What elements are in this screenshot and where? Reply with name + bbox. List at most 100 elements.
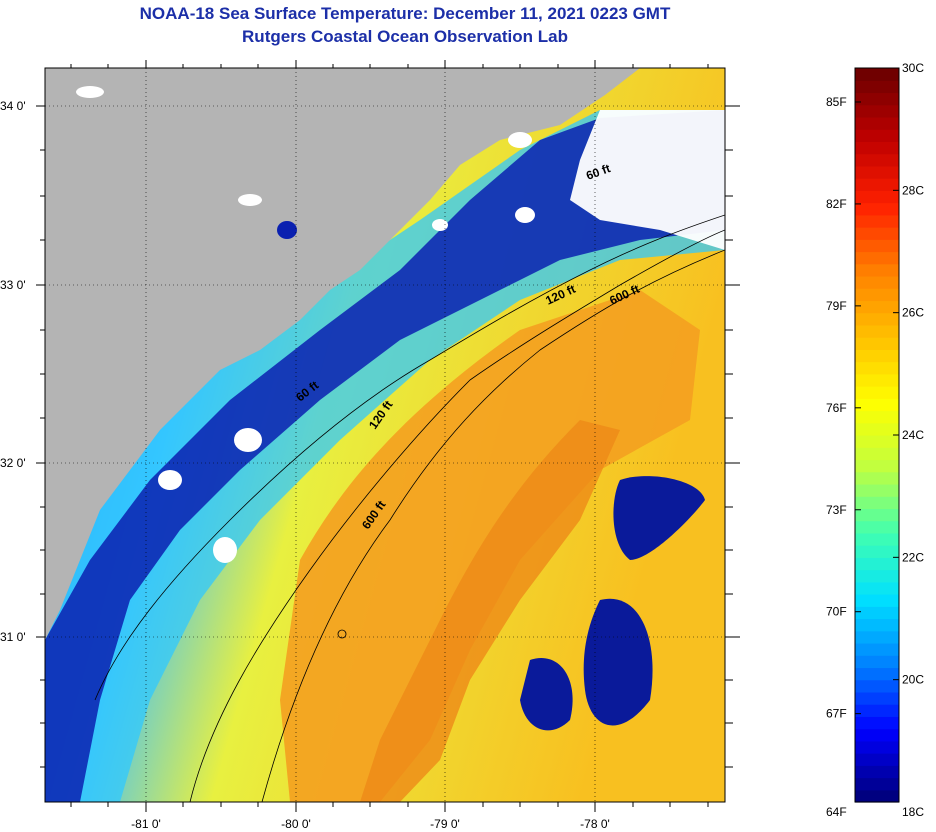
colorbar-swatch [855, 496, 899, 509]
lon-label-78: -78 0' [580, 817, 610, 831]
cloud-patch [234, 428, 262, 452]
colorbar-celsius-label: 30C [902, 61, 924, 75]
cloud-patch [432, 219, 448, 231]
colorbar-swatch [855, 545, 899, 558]
colorbar-swatch [855, 459, 899, 473]
colorbar-swatch [855, 214, 899, 228]
colorbar-swatch [855, 557, 899, 571]
colorbar-swatch [855, 471, 899, 485]
colorbar-swatch [855, 68, 899, 81]
colorbar-fahrenheit-label: 67F [826, 707, 847, 721]
cool-shelf-water [45, 110, 725, 802]
colorbar-swatch [855, 594, 899, 607]
colorbar-swatch [855, 777, 899, 791]
colorbar-celsius-label: 22C [902, 550, 924, 564]
colorbar-swatch [855, 141, 899, 155]
colorbar-fahrenheit-labels: 85F 82F 79F 76F 73F 70F 67F 64F [826, 95, 847, 819]
isobath-seamount [337, 629, 347, 639]
colorbar-swatch [855, 275, 899, 289]
colorbar-swatch [855, 312, 899, 326]
cloud-patch [76, 86, 104, 98]
colorbar-swatch [855, 716, 899, 730]
colorbar-swatch [855, 569, 899, 583]
lat-label-32: 32 0' [0, 456, 26, 470]
colorbar-swatch [855, 691, 899, 705]
cloud-patch [213, 537, 237, 563]
cloud-patch [508, 132, 532, 148]
colorbar-swatch [855, 361, 899, 375]
colorbar-swatch [855, 92, 899, 106]
colorbar-swatch [855, 373, 899, 387]
map-frame [44, 67, 726, 803]
colorbar-swatch [855, 129, 899, 142]
colorbar-swatch [855, 753, 899, 766]
colorbar-swatch [855, 324, 899, 338]
colorbar-swatch [855, 165, 899, 179]
colorbar-swatch [855, 410, 899, 424]
colorbar-swatch [855, 667, 899, 681]
colorbar-fahrenheit-label: 79F [826, 299, 847, 313]
colorbar-fahrenheit-label: 76F [826, 401, 847, 415]
colorbar-swatch [855, 263, 899, 277]
colorbar-swatch [855, 740, 899, 754]
colorbar-swatch [855, 337, 899, 350]
colorbar-swatch [855, 80, 899, 94]
warmest-water [360, 420, 620, 802]
colorbar-celsius-label: 24C [902, 428, 924, 442]
colorbar-swatch [855, 655, 899, 669]
colorbar-swatch [855, 435, 899, 448]
colorbar-swatch [855, 116, 899, 130]
cloud-patch [158, 470, 182, 490]
lon-label-81: -81 0' [131, 817, 161, 831]
colorbar-fahrenheit-label: 64F [826, 805, 847, 819]
colorbar-celsius-label: 18C [902, 805, 924, 819]
cloud-patch [238, 194, 262, 206]
colorbar-swatch [855, 202, 899, 216]
colorbar-swatch [855, 227, 899, 240]
axis-ticks [36, 60, 740, 812]
map-subtitle: Rutgers Coastal Ocean Observation Lab [242, 27, 568, 46]
lake [277, 221, 297, 239]
offshore-cold-patch [520, 658, 573, 731]
colorbar-swatch [855, 520, 899, 534]
graticule [45, 68, 725, 802]
lat-label-33: 33 0' [0, 278, 26, 292]
colorbar-celsius-label: 28C [902, 183, 924, 197]
colorbar-celsius-label: 20C [902, 673, 924, 687]
colorbar-celsius-labels: 30C 28C 26C 24C 22C 20C 18C [902, 61, 924, 819]
colorbar-swatch [855, 642, 899, 656]
isobath-600ft [261, 249, 725, 802]
colorbar-swatch [855, 422, 899, 436]
colorbar-swatch [855, 178, 899, 191]
map-title: NOAA-18 Sea Surface Temperature: Decembe… [139, 4, 671, 23]
colorbar-swatch [855, 765, 899, 779]
cloud-patch [515, 207, 535, 223]
colorbar-swatch [855, 618, 899, 632]
cloud-cover [570, 110, 725, 250]
colorbar-swatch [855, 532, 899, 546]
colorbar-swatch [855, 288, 899, 302]
colorbar-swatch [855, 508, 899, 522]
colorbar-fahrenheit-label: 82F [826, 197, 847, 211]
offshore-cold-patch [583, 598, 653, 726]
isobath-60ft [94, 214, 725, 701]
colorbar-swatch [855, 300, 899, 314]
colorbar-fahrenheit-label: 70F [826, 605, 847, 619]
land-mass [45, 68, 640, 640]
colorbar-swatch [855, 630, 899, 644]
colorbar-swatch [855, 447, 899, 461]
colorbar-swatch [855, 251, 899, 265]
colorbar-swatch [855, 581, 899, 595]
colorbar-celsius-label: 26C [902, 306, 924, 320]
colorbar-fahrenheit-label: 73F [826, 503, 847, 517]
lat-label-31: 31 0' [0, 630, 26, 644]
colorbar-swatches [855, 68, 899, 803]
colorbar-swatch [855, 483, 899, 497]
colorbar-swatch [855, 679, 899, 693]
colorbar-swatch [855, 704, 899, 717]
lat-label-34: 34 0' [0, 99, 26, 113]
colorbar-swatch [855, 728, 899, 742]
colorbar-swatch [855, 239, 899, 253]
